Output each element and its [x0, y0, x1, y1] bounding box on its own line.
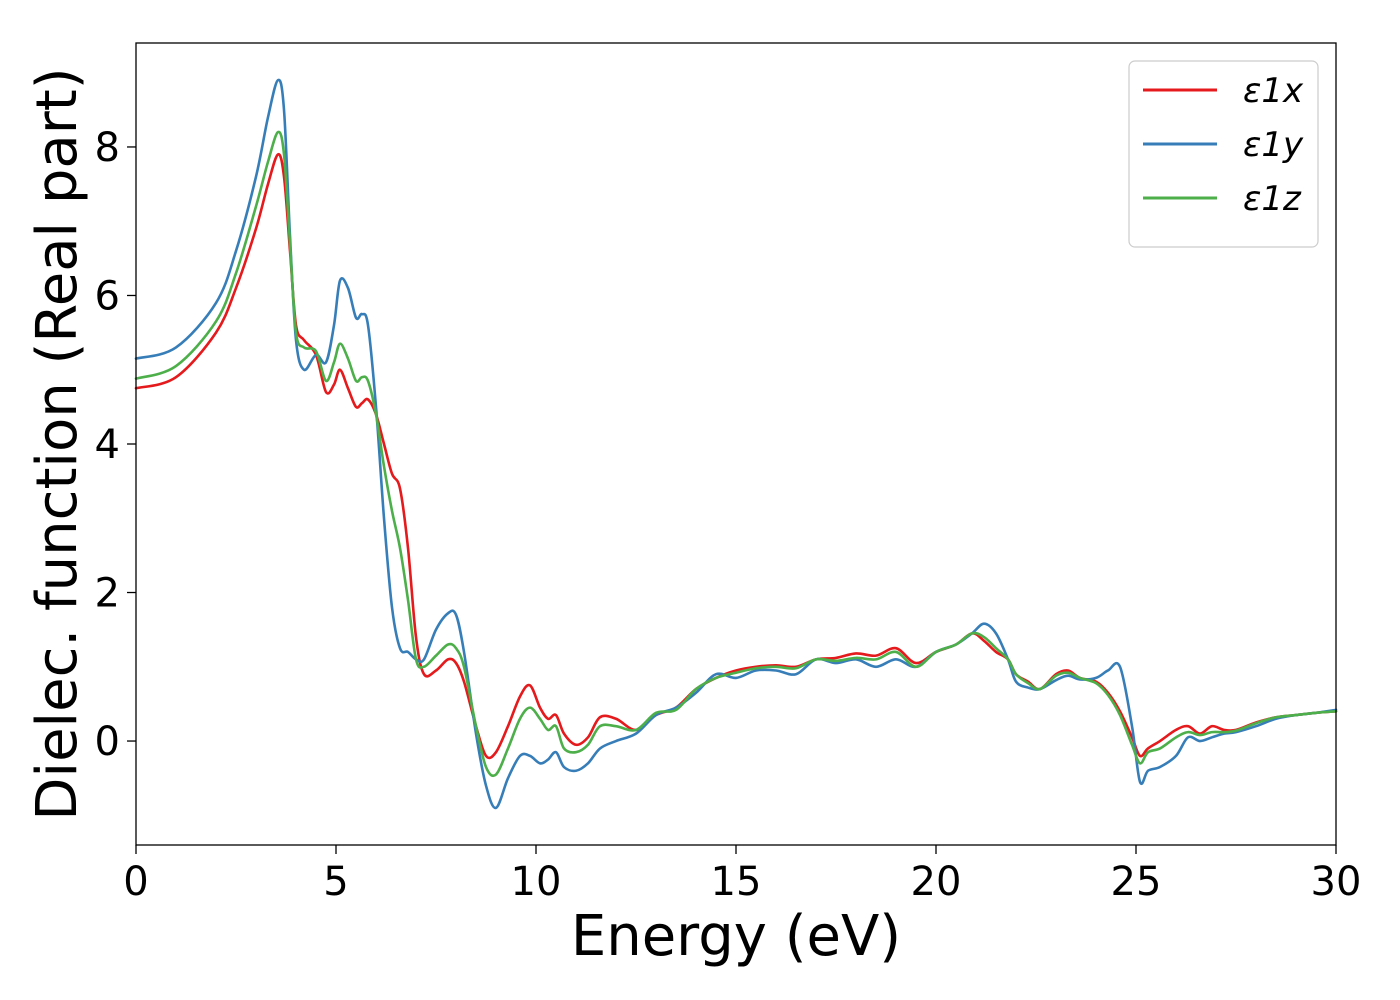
legend-label: ε1y — [1243, 125, 1304, 165]
x-axis-title: Energy (eV) — [571, 904, 901, 969]
legend: ε1x ε1y ε1z — [1128, 60, 1319, 248]
x-tick-label: 15 — [711, 859, 762, 905]
legend-label: ε1x — [1243, 71, 1304, 111]
y-tick-label: 2 — [95, 571, 120, 617]
x-axis: 0 5 10 15 20 25 30 — [123, 845, 1361, 905]
legend-box — [1128, 60, 1319, 248]
series-line-3 — [134, 130, 1338, 778]
y-axis-title: Dielec. function (Real part) — [25, 67, 90, 820]
x-tick-label: 0 — [123, 859, 148, 905]
plot-lines — [134, 78, 1338, 810]
series-line-2 — [134, 78, 1338, 810]
y-axis: 0 2 4 6 8 — [95, 125, 136, 765]
y-tick-label: 6 — [95, 273, 120, 319]
y-tick-label: 4 — [95, 422, 120, 468]
x-tick-label: 5 — [323, 859, 348, 905]
x-tick-label: 30 — [1311, 859, 1362, 905]
x-tick-label: 10 — [511, 859, 562, 905]
legend-label: ε1z — [1243, 179, 1302, 219]
x-tick-label: 25 — [1111, 859, 1162, 905]
y-tick-label: 8 — [95, 125, 120, 171]
y-tick-label: 0 — [95, 719, 120, 765]
x-tick-label: 20 — [911, 859, 962, 905]
